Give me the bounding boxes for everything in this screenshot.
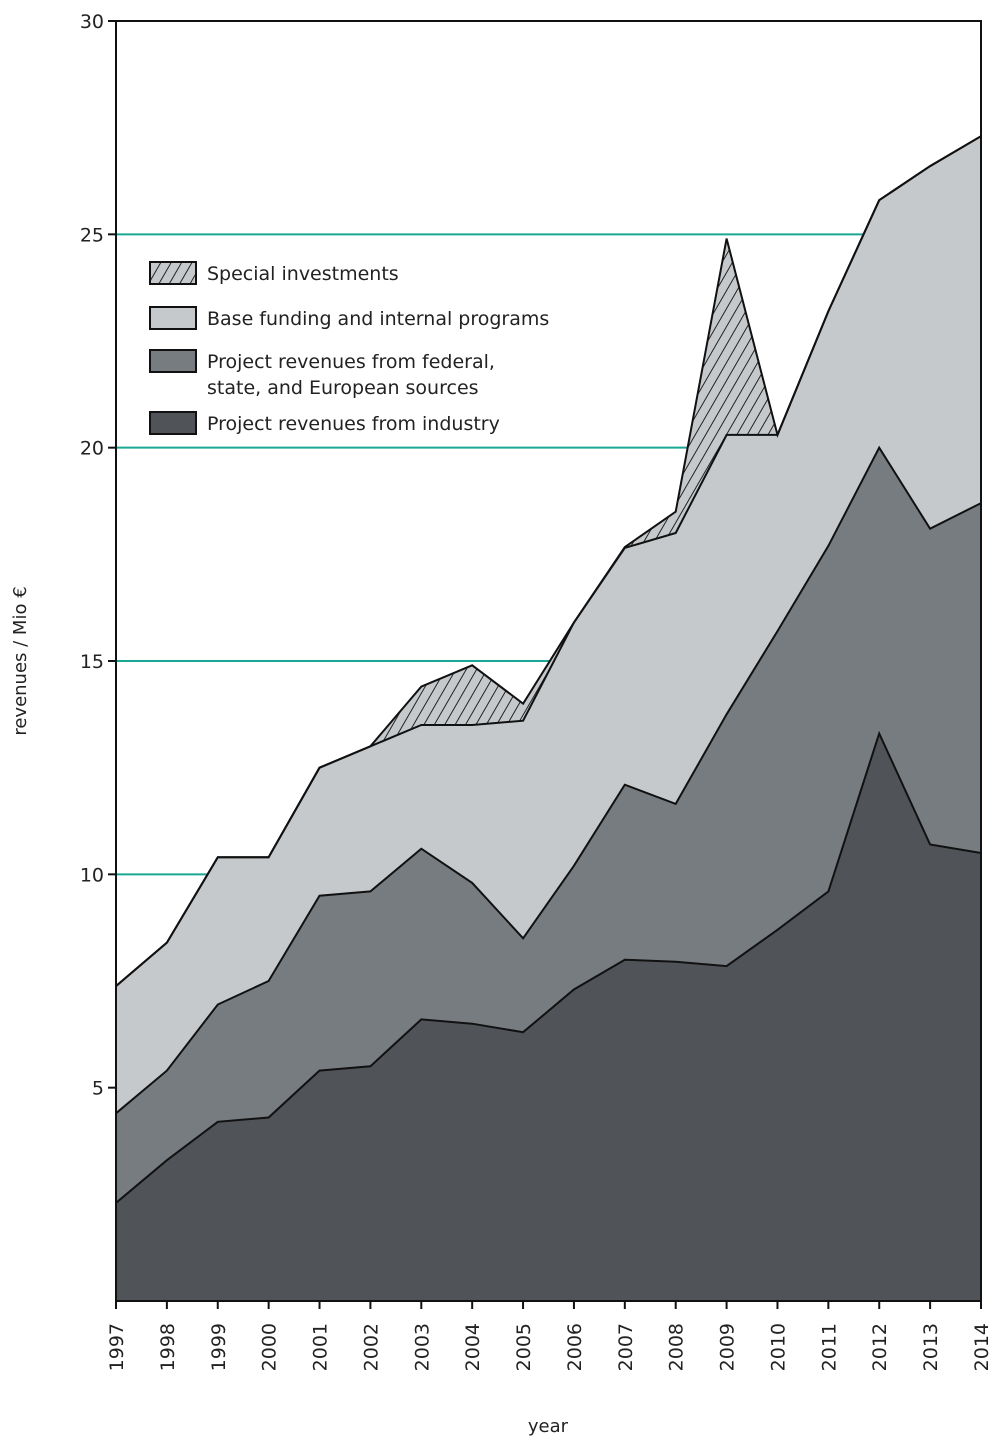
legend-label: Special investments <box>207 263 399 285</box>
y-axis-label: revenues / Mio € <box>10 586 31 735</box>
x-tick-label: 1998 <box>157 1323 179 1371</box>
y-tick-label: 10 <box>80 864 104 886</box>
legend-swatch <box>149 349 197 373</box>
legend-label: state, and European sources <box>207 377 479 399</box>
x-tick-label: 2011 <box>818 1323 840 1371</box>
x-tick-label: 2003 <box>411 1323 433 1371</box>
legend-label: Project revenues from federal, <box>207 351 495 373</box>
x-tick-label: 2006 <box>564 1323 586 1371</box>
x-tick-label: 2005 <box>513 1323 535 1371</box>
legend: Special investments Base funding and inte… <box>149 261 549 435</box>
area-series-2 <box>116 447 981 1203</box>
x-tick-label: 2014 <box>971 1323 993 1371</box>
x-tick-label: 2009 <box>717 1323 739 1371</box>
x-tick-label: 2000 <box>259 1323 281 1371</box>
x-tick-label: 2002 <box>360 1323 382 1371</box>
x-axis-label: year <box>528 1416 569 1437</box>
x-tick-label: 2012 <box>869 1323 891 1371</box>
y-tick-label: 15 <box>80 651 104 673</box>
legend-label: Base funding and internal programs <box>207 308 549 330</box>
area-series-3 <box>116 136 981 1114</box>
y-tick-label: 25 <box>80 224 104 246</box>
y-tick-label: 30 <box>80 11 104 33</box>
legend-label: Project revenues from industry <box>207 413 500 435</box>
x-tick-label: 1997 <box>106 1323 128 1371</box>
legend-swatch <box>149 261 197 285</box>
area-series-1 <box>116 733 981 1301</box>
legend-swatch <box>149 411 197 435</box>
series-outline <box>115 445 982 1115</box>
y-axis-ticks: 5 10 15 20 25 30 <box>80 11 116 1100</box>
x-tick-label: 2007 <box>615 1323 637 1371</box>
x-tick-label: 2004 <box>462 1323 484 1371</box>
x-tick-label: 2008 <box>666 1323 688 1371</box>
y-tick-label: 5 <box>92 1078 104 1100</box>
area-series <box>116 136 981 1301</box>
x-tick-label: 2010 <box>767 1323 789 1371</box>
x-tick-label: 1999 <box>208 1323 230 1371</box>
series-outline <box>115 135 982 987</box>
series-outline <box>115 730 982 1204</box>
y-tick-label: 20 <box>80 438 104 460</box>
x-tick-label: 2013 <box>920 1323 942 1371</box>
x-axis-ticks: 1997 1998 1999 2000 2001 2002 2003 2004 2005 2006… <box>106 1301 993 1371</box>
x-tick-label: 2001 <box>310 1323 332 1371</box>
legend-swatch <box>149 306 197 330</box>
